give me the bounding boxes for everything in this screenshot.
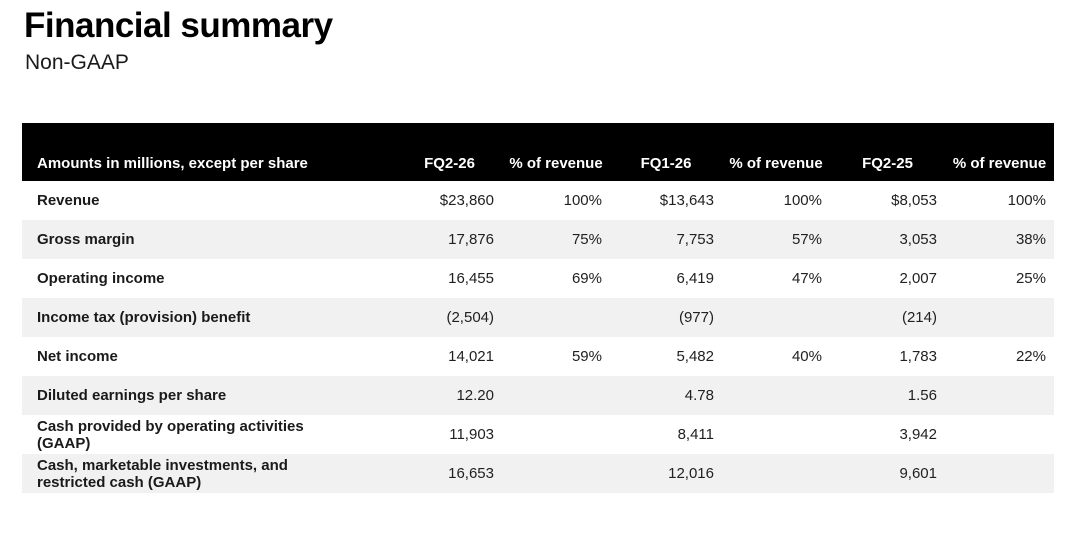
cell-value: 25% [945, 259, 1054, 298]
row-label: Cash provided by operating activities (G… [22, 415, 397, 454]
cell-value: 59% [502, 337, 610, 376]
cell-value: 4.78 [610, 376, 722, 415]
table-row: Cash, marketable investments, and restri… [22, 454, 1054, 493]
cell-value [722, 376, 830, 415]
cell-value: 57% [722, 220, 830, 259]
table-header-row: Amounts in millions, except per share FQ2… [22, 123, 1054, 181]
cell-value: 7,753 [610, 220, 722, 259]
cell-value: (214) [830, 298, 945, 337]
row-label: Cash, marketable investments, and restri… [22, 454, 397, 493]
cell-value [945, 376, 1054, 415]
row-label: Gross margin [22, 220, 397, 259]
cell-value [722, 298, 830, 337]
cell-value: $13,643 [610, 181, 722, 220]
table-row: Income tax (provision) benefit (2,504) (97… [22, 298, 1054, 337]
table-row: Cash provided by operating activities (G… [22, 415, 1054, 454]
cell-value [945, 298, 1054, 337]
cell-value: 100% [502, 181, 610, 220]
column-header: % of revenue [722, 123, 830, 181]
row-label: Diluted earnings per share [22, 376, 397, 415]
cell-value: 8,411 [610, 415, 722, 454]
cell-value: 6,419 [610, 259, 722, 298]
cell-value: 1.56 [830, 376, 945, 415]
table-row: Operating income 16,455 69% 6,419 47% 2,007 25… [22, 259, 1054, 298]
financial-summary-table: Amounts in millions, except per share FQ2… [22, 123, 1054, 493]
column-header: % of revenue [945, 123, 1054, 181]
table-row: Gross margin 17,876 75% 7,753 57% 3,053 38% [22, 220, 1054, 259]
table-header: Amounts in millions, except per share FQ2… [22, 123, 1054, 181]
cell-value: 14,021 [397, 337, 502, 376]
cell-value: 12.20 [397, 376, 502, 415]
page-title: Financial summary [24, 6, 333, 45]
row-label: Income tax (provision) benefit [22, 298, 397, 337]
cell-value [722, 415, 830, 454]
cell-value: 17,876 [397, 220, 502, 259]
cell-value: 22% [945, 337, 1054, 376]
cell-value [502, 376, 610, 415]
table-body: Revenue $23,860 100% $13,643 100% $8,053 100% G… [22, 181, 1054, 493]
cell-value: 5,482 [610, 337, 722, 376]
table-row: Net income 14,021 59% 5,482 40% 1,783 22% [22, 337, 1054, 376]
cell-value [502, 415, 610, 454]
page-subtitle: Non-GAAP [25, 51, 129, 74]
cell-value: $8,053 [830, 181, 945, 220]
cell-value: 16,653 [397, 454, 502, 493]
cell-value: 3,942 [830, 415, 945, 454]
cell-value [945, 454, 1054, 493]
cell-value: 38% [945, 220, 1054, 259]
cell-value: $23,860 [397, 181, 502, 220]
column-header-amounts: Amounts in millions, except per share [22, 123, 397, 181]
cell-value: 100% [945, 181, 1054, 220]
cell-value [722, 454, 830, 493]
column-header: FQ2-25 [830, 123, 945, 181]
cell-value: 40% [722, 337, 830, 376]
cell-value: 16,455 [397, 259, 502, 298]
cell-value: 3,053 [830, 220, 945, 259]
cell-value: (2,504) [397, 298, 502, 337]
cell-value: 100% [722, 181, 830, 220]
financial-summary-table-container: Amounts in millions, except per share FQ2… [22, 123, 1054, 493]
cell-value: 9,601 [830, 454, 945, 493]
column-header: FQ2-26 [397, 123, 502, 181]
cell-value: 75% [502, 220, 610, 259]
cell-value: 1,783 [830, 337, 945, 376]
column-header: FQ1-26 [610, 123, 722, 181]
cell-value [502, 454, 610, 493]
table-row: Diluted earnings per share 12.20 4.78 1.56 [22, 376, 1054, 415]
cell-value: 12,016 [610, 454, 722, 493]
row-label: Revenue [22, 181, 397, 220]
column-header: % of revenue [502, 123, 610, 181]
row-label: Operating income [22, 259, 397, 298]
table-row: Revenue $23,860 100% $13,643 100% $8,053 100% [22, 181, 1054, 220]
cell-value: 11,903 [397, 415, 502, 454]
row-label: Net income [22, 337, 397, 376]
cell-value [945, 415, 1054, 454]
cell-value: (977) [610, 298, 722, 337]
cell-value: 47% [722, 259, 830, 298]
cell-value: 2,007 [830, 259, 945, 298]
cell-value: 69% [502, 259, 610, 298]
cell-value [502, 298, 610, 337]
